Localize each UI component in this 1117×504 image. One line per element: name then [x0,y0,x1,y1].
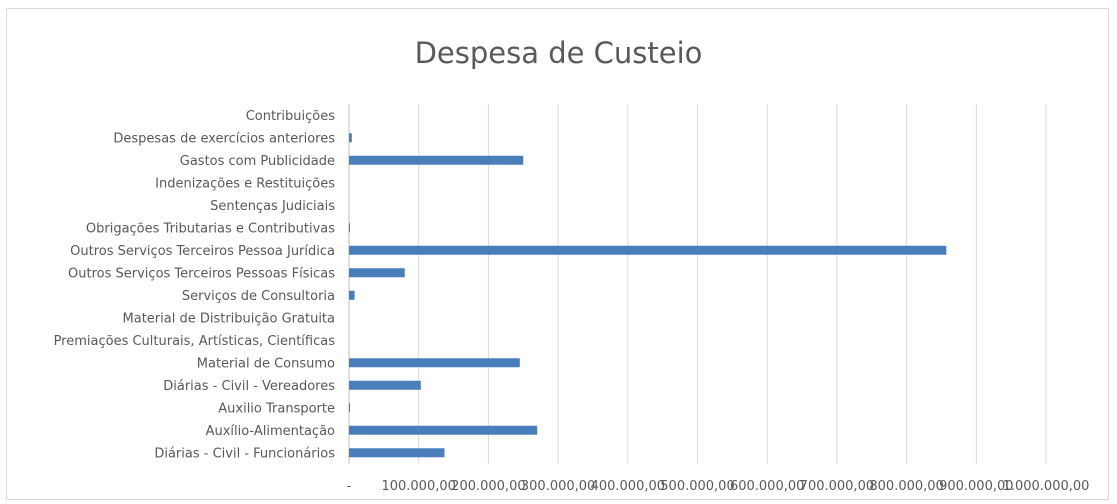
bar [349,448,445,458]
category-label: Outros Serviços Terceiros Pessoa Jurídic… [70,244,335,259]
x-tick-label: 800.000,00 [869,479,943,494]
x-tick-label: 500.000,00 [660,479,734,494]
x-tick-label: 900.000,00 [939,479,1013,494]
x-tick-label: 600.000,00 [730,479,804,494]
category-label: Obrigações Tributarias e Contributivas [86,221,335,236]
bar [349,425,538,435]
bar [349,268,405,278]
bar [349,245,947,255]
x-tick-label: 300.000,00 [521,479,595,494]
bar [349,155,524,165]
bar [349,403,351,413]
category-label: Gastos com Publicidade [180,154,335,169]
category-label: Outros Serviços Terceiros Pessoas Física… [68,266,335,281]
chart-title: Despesa de Custeio [414,36,703,70]
x-tick-label: - [347,479,352,494]
x-tick-label: 1.000.000,00 [1003,479,1090,494]
x-tick-label: 100.000,00 [381,479,455,494]
category-label: Material de Distribuição Gratuita [123,311,335,326]
category-label: Premiações Culturais, Artísticas, Cientí… [54,334,336,349]
x-tick-label: 200.000,00 [451,479,525,494]
category-label: Serviços de Consultoria [182,289,335,304]
bar [349,133,352,143]
category-label: Auxílio-Alimentação [206,424,335,439]
bar [349,290,355,300]
bar [349,358,520,368]
category-label: Indenizações e Restituições [155,176,335,191]
category-label: Sentenças Judiciais [210,199,335,214]
category-label: Auxilio Transporte [218,401,335,416]
bar [349,223,351,233]
x-tick-label: 700.000,00 [800,479,874,494]
category-label: Despesas de exercícios anteriores [113,131,335,146]
x-tick-label: 400.000,00 [591,479,665,494]
category-label: Material de Consumo [197,356,335,371]
bar [349,380,421,390]
category-label: Diárias - Civil - Funcionários [154,446,335,461]
category-label: Contribuições [246,109,336,124]
category-label: Diárias - Civil - Vereadores [163,379,335,394]
